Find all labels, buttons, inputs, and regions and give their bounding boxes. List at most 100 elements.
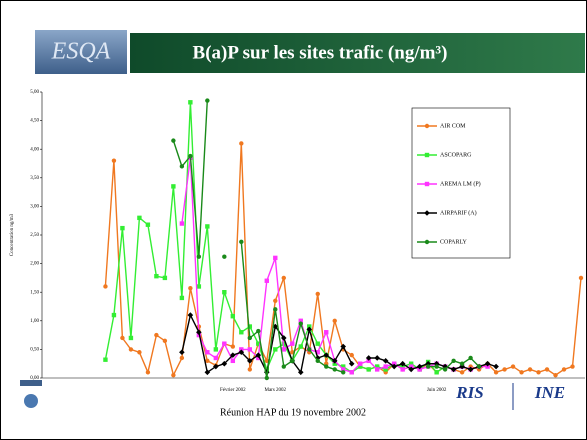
y-tick-label: 0,00 bbox=[30, 376, 39, 381]
marker bbox=[467, 366, 474, 373]
marker bbox=[281, 347, 286, 352]
marker bbox=[365, 355, 372, 361]
x-tick-label: Février 2002 bbox=[219, 388, 246, 393]
marker bbox=[247, 335, 253, 341]
marker bbox=[273, 347, 278, 352]
marker bbox=[154, 332, 159, 338]
marker bbox=[561, 367, 567, 372]
marker bbox=[188, 100, 193, 105]
marker bbox=[332, 367, 337, 372]
x-tick-label: Juin 2002 bbox=[426, 388, 447, 393]
marker bbox=[298, 321, 303, 326]
marker bbox=[306, 326, 313, 333]
marker bbox=[137, 350, 142, 355]
marker bbox=[179, 295, 185, 301]
marker bbox=[307, 347, 312, 352]
marker bbox=[188, 153, 193, 159]
marker bbox=[120, 225, 125, 231]
marker bbox=[281, 275, 286, 281]
marker bbox=[374, 355, 380, 361]
marker bbox=[459, 361, 465, 366]
chart-title: B(a)P sur les sites trafic (ng/m³) bbox=[193, 42, 448, 63]
marker bbox=[128, 347, 134, 352]
marker bbox=[222, 254, 227, 259]
marker bbox=[324, 330, 329, 335]
marker bbox=[222, 341, 227, 346]
marker bbox=[179, 164, 185, 169]
marker bbox=[205, 98, 210, 103]
series-group bbox=[103, 98, 584, 381]
marker bbox=[425, 364, 431, 369]
marker bbox=[230, 358, 236, 364]
marker bbox=[451, 358, 456, 364]
logo-text: ESQA bbox=[51, 39, 111, 65]
marker bbox=[280, 335, 287, 341]
x-tick-label: Mars 2002 bbox=[264, 388, 287, 393]
marker bbox=[256, 341, 261, 346]
marker bbox=[162, 338, 168, 344]
marker bbox=[179, 355, 185, 361]
marker bbox=[366, 367, 371, 372]
marker bbox=[273, 255, 278, 261]
y-tick-label: 2,00 bbox=[30, 262, 39, 267]
logo-small bbox=[20, 380, 42, 386]
marker bbox=[171, 372, 176, 378]
logo-ris: RIS bbox=[455, 383, 483, 402]
marker bbox=[145, 222, 151, 227]
marker bbox=[196, 329, 202, 336]
marker bbox=[264, 358, 269, 364]
marker bbox=[221, 360, 228, 367]
marker bbox=[187, 312, 194, 318]
marker bbox=[264, 375, 269, 381]
marker bbox=[137, 215, 142, 221]
marker bbox=[341, 364, 346, 369]
marker bbox=[400, 364, 405, 369]
marker bbox=[374, 364, 380, 369]
axes: 0,00 0,50 1,00 1,50 2,00 2,50 3,00 3,50 4,00 4,50… bbox=[30, 90, 585, 381]
footer: Réunion HAP du 19 novembre 2002 bbox=[220, 407, 366, 418]
marker bbox=[417, 367, 422, 372]
marker bbox=[196, 254, 202, 259]
marker bbox=[315, 291, 320, 297]
marker bbox=[484, 360, 491, 367]
marker bbox=[239, 141, 244, 146]
legend-label: AIR COM bbox=[440, 123, 466, 129]
marker bbox=[408, 361, 414, 366]
marker bbox=[323, 352, 330, 358]
marker bbox=[544, 367, 550, 372]
marker bbox=[570, 364, 575, 369]
marker bbox=[255, 352, 262, 358]
marker bbox=[450, 366, 457, 373]
y-axis-label: Concentration ng/m3 bbox=[10, 213, 15, 256]
legend-label: COPARLY bbox=[440, 239, 468, 245]
marker bbox=[578, 275, 584, 281]
y-tick-label: 3,00 bbox=[30, 205, 39, 210]
marker bbox=[247, 324, 253, 329]
marker bbox=[341, 367, 346, 372]
marker bbox=[424, 181, 430, 187]
marker bbox=[424, 239, 430, 245]
marker bbox=[162, 275, 168, 281]
marker bbox=[256, 328, 261, 334]
marker bbox=[290, 358, 295, 364]
marker bbox=[315, 350, 320, 355]
y-tick-label: 1,50 bbox=[30, 290, 39, 295]
marker bbox=[349, 370, 354, 375]
y-tick-label: 3,50 bbox=[30, 176, 39, 181]
marker bbox=[281, 364, 286, 369]
marker bbox=[536, 370, 541, 375]
marker bbox=[399, 360, 406, 367]
marker bbox=[408, 366, 414, 373]
marker bbox=[315, 341, 320, 346]
marker bbox=[179, 221, 185, 226]
marker bbox=[349, 352, 354, 358]
y-tick-label: 1,00 bbox=[30, 319, 39, 324]
marker bbox=[400, 367, 405, 372]
marker bbox=[324, 364, 329, 369]
legend-label: ASCOPARG bbox=[440, 152, 472, 158]
marker bbox=[239, 239, 244, 245]
legend-label: AIRPARIF (A) bbox=[440, 209, 477, 216]
marker bbox=[315, 358, 320, 364]
marker bbox=[553, 372, 558, 378]
marker bbox=[145, 370, 151, 375]
